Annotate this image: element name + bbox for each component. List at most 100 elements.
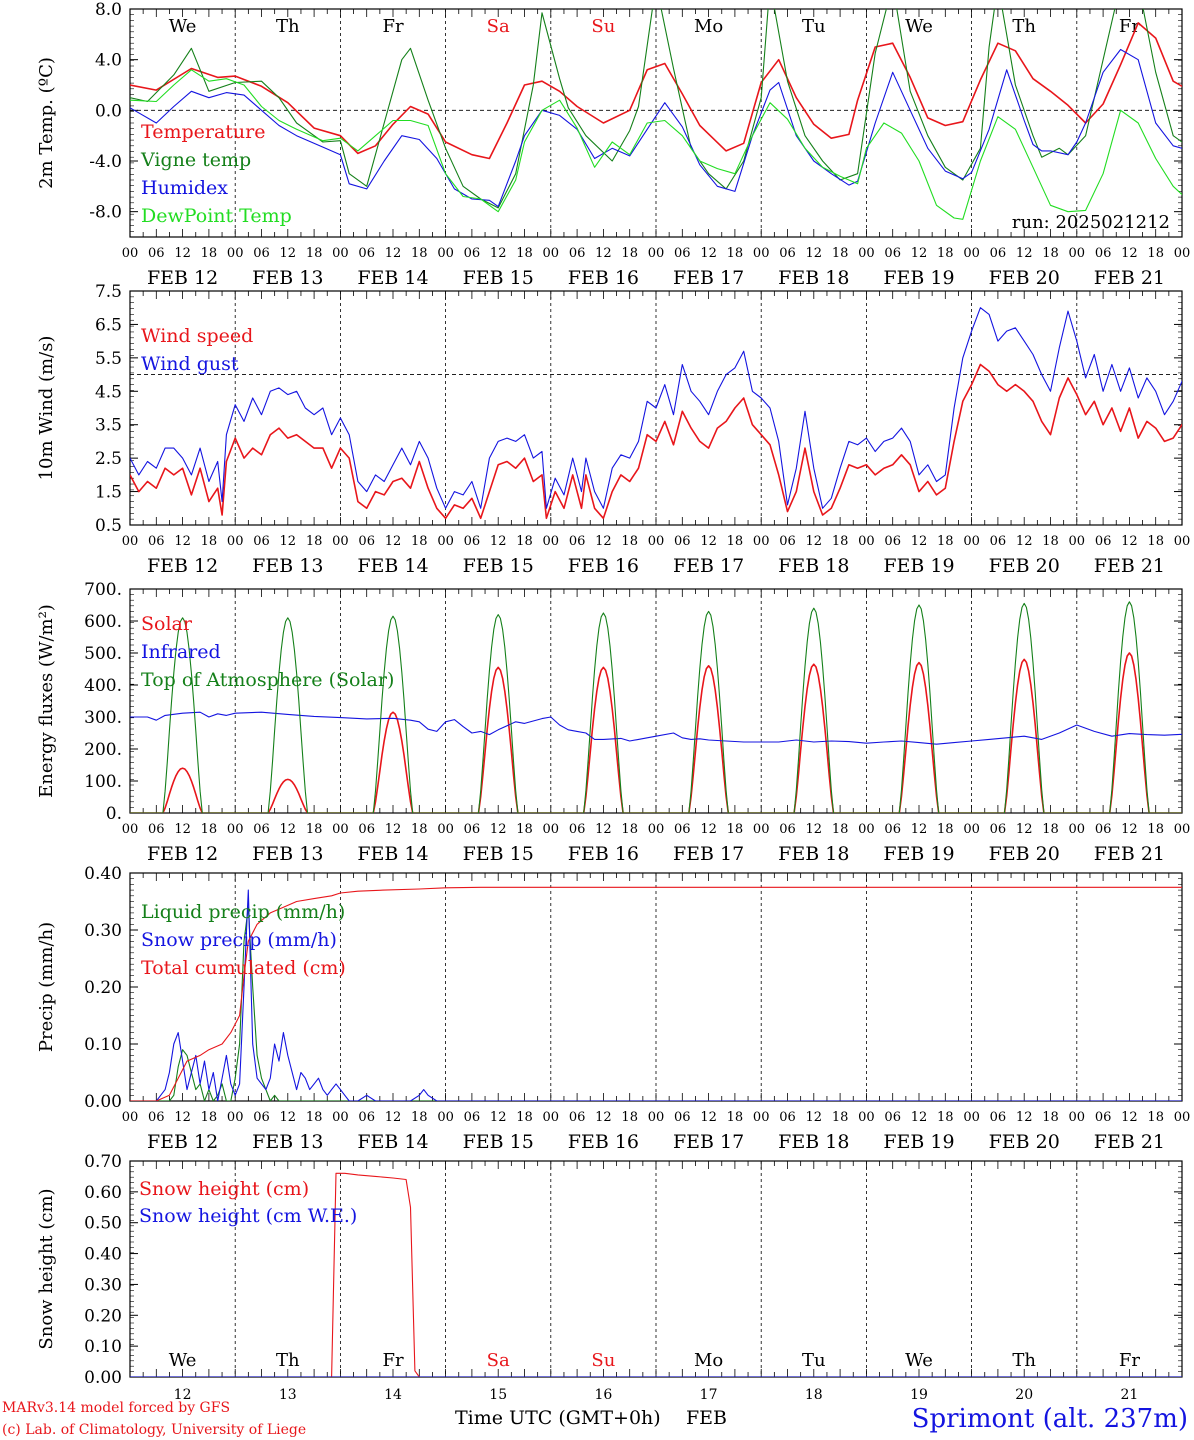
day-name-label: We (169, 1350, 197, 1371)
x-hour-label: 12 (700, 534, 717, 549)
x-hour-label: 18 (832, 534, 849, 549)
day-name-label: Mo (694, 1350, 723, 1371)
x-date-label: FEB 12 (147, 267, 218, 289)
y-tick-label: 0.10 (84, 1337, 122, 1357)
series-wind-speed (130, 363, 1182, 520)
x-hour-label: 18 (727, 246, 744, 261)
credit-line-1: MARv3.14 model forced by GFS (2, 1400, 230, 1416)
x-hour-label: 12 (1121, 822, 1138, 837)
x-hour-label: 06 (464, 822, 481, 837)
series-snow-precip-mm-h- (130, 889, 1182, 1101)
x-hour-label: 18 (201, 246, 218, 261)
x-date-label: FEB 17 (673, 843, 744, 865)
x-hour-label: 00 (543, 534, 560, 549)
x-date-label: FEB 12 (147, 1131, 218, 1153)
x-hour-label: 00 (332, 822, 349, 837)
x-date-label: FEB 19 (883, 843, 954, 865)
x-hour-label: 06 (358, 534, 375, 549)
legend-entry: Humidex (141, 177, 228, 199)
y-tick-label: -4.0 (89, 152, 122, 172)
x-hour-label: 00 (332, 246, 349, 261)
day-name-label: We (905, 16, 933, 37)
x-hour-label: 18 (411, 534, 428, 549)
legend-entry: Solar (141, 613, 193, 635)
x-hour-label: 00 (332, 534, 349, 549)
x-date-label: FEB 20 (989, 1131, 1060, 1153)
x-hour-label: 12 (1121, 246, 1138, 261)
x-hour-label: 12 (595, 822, 612, 837)
legend-entry: Snow height (cm W.E.) (139, 1205, 357, 1227)
x-axis-month: FEB (686, 1407, 727, 1429)
x-hour-label: 12 (911, 822, 928, 837)
x-hour-label: 06 (464, 246, 481, 261)
x-hour-label: 06 (569, 1110, 586, 1125)
x-hour-label: 06 (884, 822, 901, 837)
y-tick-label: 5.5 (95, 349, 122, 369)
legend-entry: Snow height (cm) (139, 1178, 309, 1200)
x-hour-label: 06 (358, 246, 375, 261)
x-hour-label: 18 (727, 822, 744, 837)
x-date-label: 21 (1120, 1387, 1138, 1403)
x-date-label: FEB 14 (357, 1131, 428, 1153)
x-hour-label: 12 (806, 822, 823, 837)
x-date-label: 20 (1015, 1387, 1033, 1403)
x-hour-label: 18 (1042, 1110, 1059, 1125)
y-tick-label: 0.70 (84, 1152, 122, 1172)
y-tick-label: 0.20 (84, 1306, 122, 1326)
x-hour-label: 00 (858, 822, 875, 837)
x-hour-label: 18 (1042, 246, 1059, 261)
y-tick-label: 0.40 (84, 864, 122, 884)
day-name-label: Tu (802, 16, 826, 37)
x-hour-label: 00 (753, 534, 770, 549)
x-hour-label: 06 (253, 822, 270, 837)
x-date-label: 19 (910, 1387, 928, 1403)
y-tick-label: -8.0 (89, 203, 122, 223)
y-axis-label: Precip (mm/h) (36, 922, 57, 1052)
y-tick-label: 0.30 (84, 921, 122, 941)
y-tick-label: 0.40 (84, 1245, 122, 1265)
x-hour-label: 12 (490, 246, 507, 261)
x-hour-label: 00 (1174, 534, 1191, 549)
x-hour-label: 12 (174, 822, 191, 837)
x-hour-label: 06 (1095, 822, 1112, 837)
x-hour-label: 06 (569, 246, 586, 261)
y-tick-label: 0.5 (95, 516, 122, 536)
x-hour-label: 06 (779, 822, 796, 837)
x-hour-label: 12 (385, 246, 402, 261)
x-hour-label: 00 (648, 534, 665, 549)
x-date-label: FEB 16 (568, 843, 639, 865)
x-hour-label: 00 (227, 822, 244, 837)
x-hour-label: 00 (753, 822, 770, 837)
x-hour-label: 00 (858, 246, 875, 261)
x-hour-label: 06 (569, 822, 586, 837)
series-dewpoint-temp (130, 69, 1182, 220)
series-group (130, 886, 1182, 1101)
x-date-label: 18 (805, 1387, 823, 1403)
x-hour-label: 00 (227, 534, 244, 549)
x-hour-label: 12 (700, 1110, 717, 1125)
day-name-label: Su (591, 16, 615, 37)
x-date-label: FEB 15 (463, 555, 534, 577)
legend-entry: Wind speed (141, 325, 253, 347)
y-tick-label: 600. (84, 612, 122, 632)
x-date-label: FEB 19 (883, 555, 954, 577)
panel-snow: 0.70 0.60 0.50 0.40 0.30 0.20 0.10 0.00 Snow hei… (36, 1152, 1183, 1403)
x-hour-label: 00 (437, 534, 454, 549)
x-hour-label: 12 (385, 534, 402, 549)
x-hour-label: 00 (1069, 534, 1086, 549)
x-date-label: FEB 16 (568, 1131, 639, 1153)
day-name-label: Th (276, 16, 300, 37)
x-hour-label: 00 (122, 246, 139, 261)
x-hour-label: 12 (490, 822, 507, 837)
x-hour-label: 00 (858, 534, 875, 549)
x-hour-label: 18 (516, 1110, 533, 1125)
x-hour-label: 06 (884, 246, 901, 261)
x-hour-label: 18 (832, 822, 849, 837)
x-hour-label: 18 (1147, 822, 1164, 837)
x-hour-label: 18 (201, 534, 218, 549)
y-axis-label: Energy fluxes (W/m²) (36, 604, 57, 798)
x-hour-label: 00 (963, 246, 980, 261)
x-hour-label: 18 (621, 246, 638, 261)
x-hour-label: 00 (332, 1110, 349, 1125)
